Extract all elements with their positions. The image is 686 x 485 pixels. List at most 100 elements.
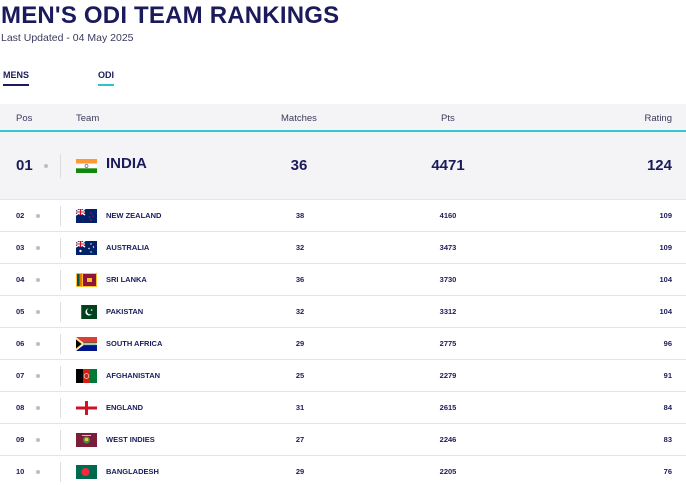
tab-bar: MENS ODI — [0, 70, 686, 88]
rating-value: 104 — [659, 275, 672, 284]
column-divider — [60, 462, 61, 482]
column-divider — [60, 154, 61, 178]
west-indies-flag-icon — [76, 433, 97, 447]
points-value: 2615 — [439, 403, 457, 412]
table-row[interactable]: 03 AUSTRALIA 32 3473 109 — [0, 232, 686, 264]
table-row[interactable]: 08 ENGLAND 31 2615 84 — [0, 392, 686, 424]
afghanistan-flag-icon — [76, 369, 97, 383]
matches-value: 29 — [295, 467, 305, 476]
team-name[interactable]: WEST INDIES — [106, 435, 155, 444]
rank-change-dot-icon — [36, 310, 40, 314]
rating-value: 109 — [659, 243, 672, 252]
points-value: 2205 — [439, 467, 457, 476]
tab-odi[interactable]: ODI — [98, 70, 115, 86]
points-value: 2246 — [439, 435, 457, 444]
table-row[interactable]: 02 NEW ZEALAND 38 4160 109 — [0, 200, 686, 232]
table-row[interactable]: 09 WEST INDIES 27 2246 83 — [0, 424, 686, 456]
tab-mens[interactable]: MENS — [3, 70, 30, 86]
rank-position: 05 — [16, 307, 25, 316]
matches-value: 36 — [290, 157, 308, 174]
column-header-team: Team — [76, 113, 100, 124]
team-name[interactable]: AUSTRALIA — [106, 243, 150, 252]
last-updated-text: Last Updated - 04 May 2025 — [1, 32, 134, 44]
pakistan-flag-icon — [76, 305, 97, 319]
rank-change-dot-icon — [36, 470, 40, 474]
table-row[interactable]: 07 AFGHANISTAN 25 2279 91 — [0, 360, 686, 392]
column-divider — [60, 270, 61, 290]
matches-value: 25 — [295, 371, 305, 380]
rank-change-dot-icon — [44, 164, 48, 168]
india-flag-icon — [76, 159, 97, 173]
rating-value: 104 — [659, 307, 672, 316]
table-row[interactable]: 01 INDIA 36 4471 124 — [0, 132, 686, 200]
rating-value: 109 — [659, 211, 672, 220]
team-name[interactable]: SOUTH AFRICA — [106, 339, 163, 348]
column-divider — [60, 206, 61, 226]
table-row[interactable]: 05 PAKISTAN 32 3312 104 — [0, 296, 686, 328]
rating-value: 124 — [646, 157, 672, 174]
table-row[interactable]: 10 BANGLADESH 29 2205 76 — [0, 456, 686, 485]
rank-position: 04 — [16, 275, 25, 284]
matches-value: 27 — [295, 435, 305, 444]
rating-value: 96 — [663, 339, 672, 348]
sri-lanka-flag-icon — [76, 273, 97, 287]
new-zealand-flag-icon — [76, 209, 97, 223]
matches-value: 32 — [295, 307, 305, 316]
column-header-pos: Pos — [16, 113, 33, 124]
rank-change-dot-icon — [36, 246, 40, 250]
matches-value: 36 — [295, 275, 305, 284]
rank-position: 03 — [16, 243, 25, 252]
column-header-rating: Rating — [644, 113, 672, 124]
team-name[interactable]: ENGLAND — [106, 403, 144, 412]
rank-position: 07 — [16, 371, 25, 380]
column-divider — [60, 366, 61, 386]
team-name[interactable]: NEW ZEALAND — [106, 211, 162, 220]
australia-flag-icon — [76, 241, 97, 255]
team-name[interactable]: BANGLADESH — [106, 467, 159, 476]
england-flag-icon — [76, 401, 97, 415]
rank-change-dot-icon — [36, 438, 40, 442]
column-header-pts: Pts — [441, 113, 455, 124]
matches-value: 29 — [295, 339, 305, 348]
rank-position: 01 — [16, 157, 33, 174]
column-divider — [60, 238, 61, 258]
rank-change-dot-icon — [36, 278, 40, 282]
rank-position: 10 — [16, 467, 25, 476]
south-africa-flag-icon — [76, 337, 97, 351]
page-title: MEN'S ODI TEAM RANKINGS — [1, 2, 340, 29]
table-row[interactable]: 04 SRI LANKA 36 3730 104 — [0, 264, 686, 296]
column-divider — [60, 334, 61, 354]
points-value: 3730 — [439, 275, 457, 284]
rating-value: 76 — [663, 467, 672, 476]
rank-position: 06 — [16, 339, 25, 348]
matches-value: 38 — [295, 211, 305, 220]
rank-position: 08 — [16, 403, 25, 412]
points-value: 4160 — [439, 211, 457, 220]
matches-value: 31 — [295, 403, 305, 412]
rank-position: 09 — [16, 435, 25, 444]
points-value: 2775 — [439, 339, 457, 348]
points-value: 4471 — [431, 157, 465, 174]
team-name[interactable]: AFGHANISTAN — [106, 371, 161, 380]
rating-value: 83 — [663, 435, 672, 444]
points-value: 3473 — [439, 243, 457, 252]
rank-change-dot-icon — [36, 406, 40, 410]
team-name[interactable]: SRI LANKA — [106, 275, 147, 284]
table-row[interactable]: 06 SOUTH AFRICA 29 2775 96 — [0, 328, 686, 360]
points-value: 2279 — [439, 371, 457, 380]
rankings-table: Pos Team Matches Pts Rating 01 INDIA 36 447… — [0, 104, 686, 485]
team-name[interactable]: PAKISTAN — [106, 307, 144, 316]
rank-change-dot-icon — [36, 342, 40, 346]
column-divider — [60, 430, 61, 450]
rank-change-dot-icon — [36, 374, 40, 378]
rating-value: 84 — [663, 403, 672, 412]
bangladesh-flag-icon — [76, 465, 97, 479]
rank-change-dot-icon — [36, 214, 40, 218]
column-divider — [60, 398, 61, 418]
team-name[interactable]: INDIA — [106, 155, 147, 172]
table-header: Pos Team Matches Pts Rating — [0, 104, 686, 132]
rank-position: 02 — [16, 211, 25, 220]
points-value: 3312 — [439, 307, 457, 316]
rating-value: 91 — [663, 371, 672, 380]
column-header-matches: Matches — [281, 113, 317, 124]
